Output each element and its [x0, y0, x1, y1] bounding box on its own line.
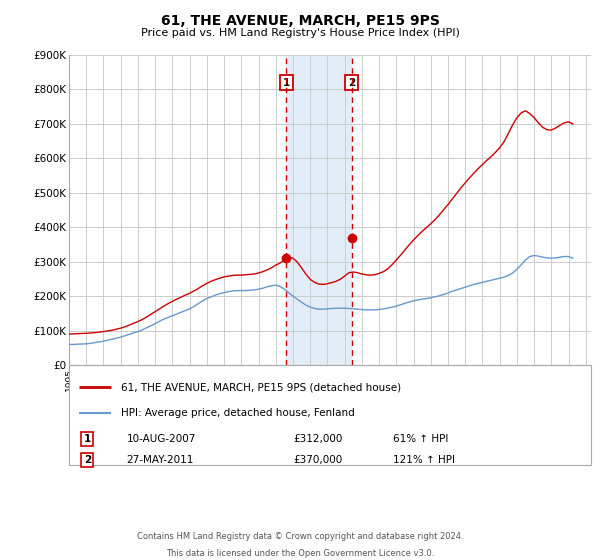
Text: 61% ↑ HPI: 61% ↑ HPI	[392, 434, 448, 444]
Text: 1: 1	[283, 77, 290, 87]
Text: 61, THE AVENUE, MARCH, PE15 9PS: 61, THE AVENUE, MARCH, PE15 9PS	[161, 14, 439, 28]
FancyBboxPatch shape	[69, 365, 591, 465]
Text: 121% ↑ HPI: 121% ↑ HPI	[392, 455, 455, 465]
Bar	[286, 55, 352, 365]
Text: Price paid vs. HM Land Registry's House Price Index (HPI): Price paid vs. HM Land Registry's House …	[140, 28, 460, 38]
Text: 27-MAY-2011: 27-MAY-2011	[127, 455, 194, 465]
Text: 2: 2	[348, 77, 355, 87]
Text: 1: 1	[83, 434, 91, 444]
Text: 10-AUG-2007: 10-AUG-2007	[127, 434, 196, 444]
Text: This data is licensed under the Open Government Licence v3.0.: This data is licensed under the Open Gov…	[166, 549, 434, 558]
Text: 61, THE AVENUE, MARCH, PE15 9PS (detached house): 61, THE AVENUE, MARCH, PE15 9PS (detache…	[121, 382, 401, 392]
Text: £312,000: £312,000	[293, 434, 343, 444]
Text: £370,000: £370,000	[293, 455, 343, 465]
Text: Contains HM Land Registry data © Crown copyright and database right 2024.: Contains HM Land Registry data © Crown c…	[137, 532, 463, 542]
Text: 2: 2	[83, 455, 91, 465]
Text: HPI: Average price, detached house, Fenland: HPI: Average price, detached house, Fenl…	[121, 408, 355, 418]
